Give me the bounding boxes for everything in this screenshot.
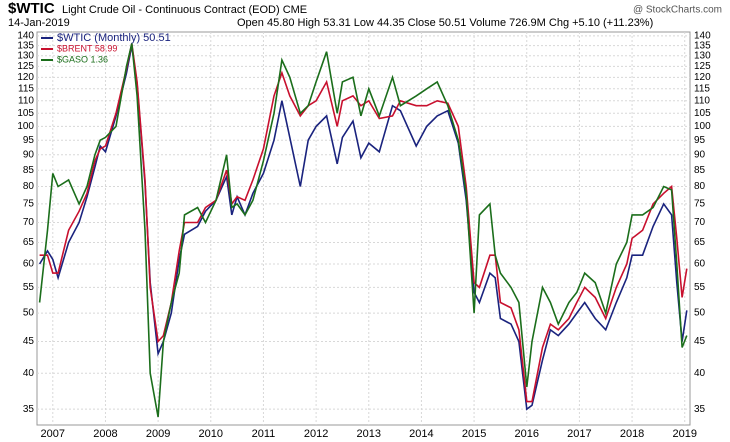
source: @ StockCharts.com: [633, 5, 722, 16]
y-tick-label-right: 90: [694, 149, 706, 160]
y-tick-label: 65: [23, 237, 35, 248]
y-tick-label-right: 45: [694, 336, 706, 347]
series-line: [39, 43, 688, 403]
y-tick-label: 125: [17, 61, 34, 72]
y-tick-label: 110: [18, 95, 34, 106]
y-tick-label-right: 60: [694, 259, 706, 270]
y-tick-label-right: 120: [694, 72, 711, 83]
y-tick-label-right: 50: [694, 308, 706, 319]
x-tick-label: 2019: [672, 428, 696, 440]
y-tick-label-right: 130: [694, 50, 711, 61]
y-tick-label: 135: [17, 40, 34, 51]
y-tick-label-right: 70: [694, 217, 706, 228]
y-tick-label-right: 100: [694, 121, 711, 132]
y-tick-label: 60: [23, 259, 35, 270]
y-tick-label: 100: [17, 121, 34, 132]
x-tick-label: 2008: [93, 428, 117, 440]
y-tick-label-right: 80: [694, 181, 706, 192]
x-tick-label: 2016: [515, 428, 539, 440]
legend-label: $BRENT 58.99: [57, 43, 117, 53]
y-tick-label-right: 125: [694, 61, 711, 72]
y-tick-label: 120: [17, 72, 34, 83]
chart-title: $WTIC: [8, 0, 55, 17]
x-tick-label: 2014: [409, 428, 433, 440]
y-tick-label: 45: [23, 336, 35, 347]
y-tick-label: 90: [23, 149, 35, 160]
y-tick-label-right: 135: [694, 40, 711, 51]
x-tick-label: 2011: [252, 428, 276, 440]
y-tick-label: 140: [17, 30, 34, 41]
date: 14-Jan-2019: [8, 17, 70, 29]
y-tick-label-right: 140: [694, 30, 711, 41]
legend-label: $WTIC (Monthly) 50.51: [57, 32, 171, 44]
series-line: [38, 43, 688, 418]
y-tick-label-right: 40: [694, 368, 706, 379]
y-tick-label-right: 85: [694, 165, 706, 176]
legend-label: $GASO 1.36: [57, 54, 108, 64]
y-tick-label: 35: [23, 404, 35, 415]
x-tick-label: 2013: [357, 428, 381, 440]
y-tick-label: 50: [23, 308, 35, 319]
y-tick-label: 95: [23, 135, 35, 146]
plot-area: [36, 31, 691, 426]
y-tick-label-right: 65: [694, 237, 706, 248]
y-tick-label: 75: [23, 199, 35, 210]
y-tick-label-right: 105: [694, 108, 711, 119]
y-tick-label: 115: [18, 83, 34, 94]
y-tick-label-right: 75: [694, 199, 706, 210]
y-tick-label-right: 110: [694, 95, 710, 106]
quote: Open 45.80 High 53.31 Low 44.35 Close 50…: [237, 17, 653, 29]
y-tick-label: 85: [23, 165, 35, 176]
x-tick-label: 2010: [199, 428, 223, 440]
x-tick-label: 2017: [567, 428, 591, 440]
y-tick-label: 105: [17, 108, 34, 119]
x-tick-label: 2009: [146, 428, 170, 440]
y-tick-label: 130: [17, 50, 34, 61]
x-tick-label: 2012: [304, 428, 328, 440]
x-tick-label: 2018: [620, 428, 644, 440]
y-tick-label-right: 55: [694, 282, 706, 293]
y-tick-label-right: 95: [694, 135, 706, 146]
y-tick-label: 80: [23, 181, 35, 192]
y-tick-label: 55: [23, 282, 35, 293]
y-tick-label: 40: [23, 368, 35, 379]
y-tick-label: 70: [23, 217, 35, 228]
x-tick-label: 2015: [462, 428, 486, 440]
x-tick-label: 2007: [41, 428, 65, 440]
chart-subtitle: Light Crude Oil - Continuous Contract (E…: [62, 4, 307, 16]
y-tick-label-right: 115: [694, 83, 710, 94]
y-tick-label-right: 35: [694, 404, 706, 415]
